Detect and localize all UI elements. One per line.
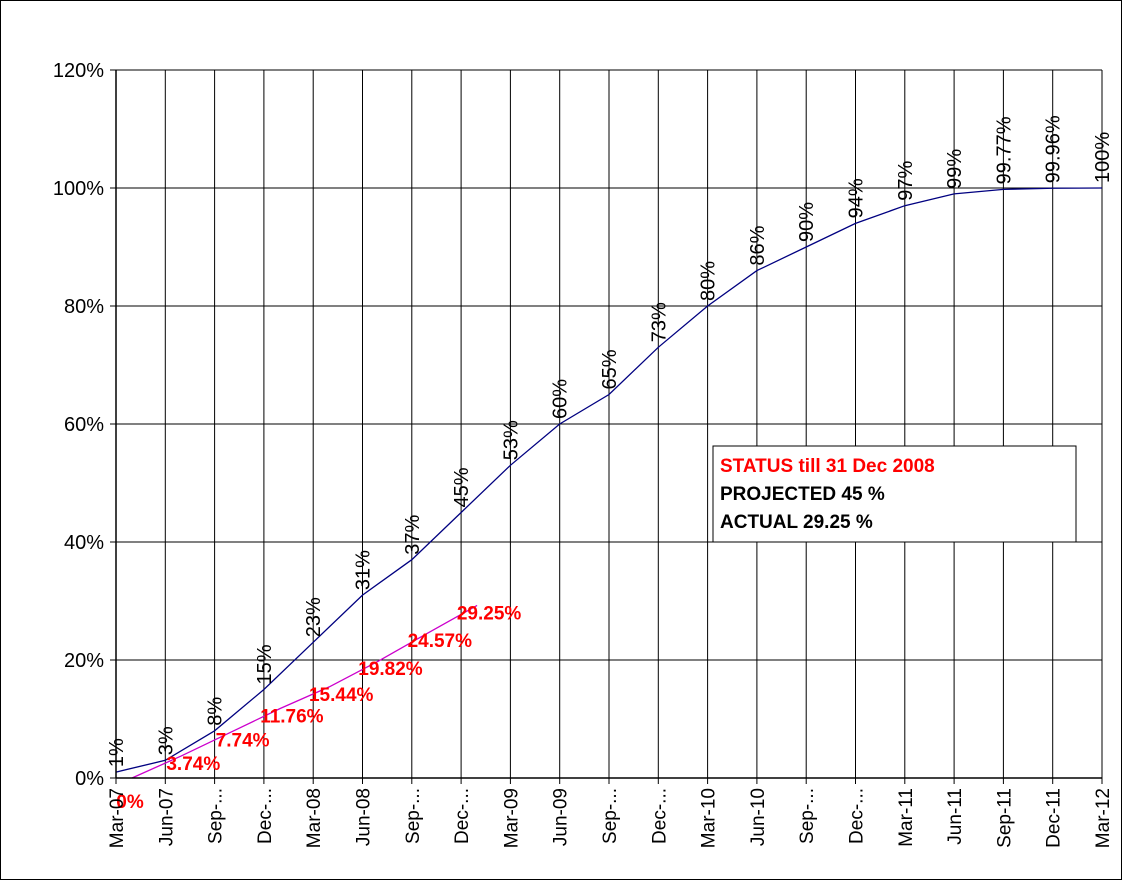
- x-tick-label: Sep-...: [600, 788, 621, 844]
- x-tick-label: Sep-...: [403, 788, 424, 844]
- x-tick-label: Dec-...: [847, 788, 868, 844]
- actual-data-label: 7.74%: [216, 730, 270, 751]
- x-tick-label: Mar-11: [896, 788, 917, 847]
- projected-data-label: 80%: [698, 261, 720, 301]
- projected-data-label: 86%: [747, 225, 769, 265]
- projected-data-label: 99%: [944, 149, 966, 189]
- x-tick-label: Sep-...: [206, 788, 227, 844]
- status-title: STATUS till 31 Dec 2008: [720, 456, 935, 477]
- actual-data-label: 15.44%: [309, 685, 374, 706]
- actual-data-label: 24.57%: [408, 631, 473, 652]
- projected-data-label: 94%: [846, 178, 868, 218]
- status-actual: ACTUAL 29.25 %: [720, 512, 873, 533]
- actual-data-label: 11.76%: [260, 707, 323, 728]
- y-tick-label: 120%: [53, 60, 104, 82]
- status-box-frame: [712, 445, 1077, 543]
- y-tick-label: 60%: [64, 414, 104, 436]
- projected-data-label: 8%: [205, 697, 227, 726]
- projected-data-label: 1%: [106, 738, 128, 767]
- projected-data-label: 90%: [796, 202, 818, 242]
- x-tick-label: Dec-...: [452, 788, 473, 844]
- axis-ticks: 0% 20% 40% 60% 80% 100% 120% Mar-07 Jun-07 Sep-..…: [53, 60, 1114, 848]
- x-tick-label: Jun-10: [748, 788, 769, 846]
- projected-data-label: 53%: [500, 420, 522, 460]
- projected-data-label: 23%: [303, 597, 325, 637]
- x-tick-label: Jun-08: [354, 788, 375, 846]
- x-tick-label: Jun-07: [156, 788, 177, 846]
- x-tick-label: Dec-...: [255, 788, 276, 844]
- projected-data-label: 65%: [599, 349, 621, 389]
- data-labels: 1% 3% 8% 15% 23% 31% 37% 45% 53% 60% 65% 73% 80% 86% 9…: [106, 115, 1114, 813]
- projected-data-label: 99.77%: [993, 116, 1015, 184]
- actual-data-label: 3.74%: [166, 754, 220, 775]
- projected-line: [115, 187, 1103, 773]
- projected-data-label: 73%: [648, 302, 670, 342]
- status-projected: PROJECTED 45 %: [720, 484, 885, 505]
- actual-data-label: 19.82%: [358, 659, 423, 680]
- projected-data-label: 37%: [402, 514, 424, 554]
- x-tick-label: Mar-09: [501, 788, 522, 848]
- y-tick-label: 40%: [64, 532, 104, 554]
- y-tick-label: 100%: [53, 178, 104, 200]
- projected-data-label: 31%: [353, 550, 375, 590]
- x-tick-label: Mar-10: [699, 788, 720, 848]
- projected-data-label: 99.96%: [1043, 115, 1065, 183]
- projected-data-label: 100%: [1092, 132, 1114, 183]
- x-tick-label: Mar-08: [304, 788, 325, 848]
- x-tick-label: Mar-07: [107, 788, 128, 848]
- actual-data-label: 0%: [116, 792, 144, 813]
- projected-data-label: 97%: [895, 160, 917, 200]
- projected-data-label: 15%: [254, 644, 276, 684]
- x-tick-label: Sep-...: [797, 788, 818, 844]
- y-tick-label: 0%: [75, 768, 104, 790]
- y-tick-label: 20%: [64, 650, 104, 672]
- status-box: STATUS till 31 Dec 2008 PROJECTED 45 % A…: [712, 445, 1077, 543]
- projected-data-label: 60%: [550, 379, 572, 419]
- actual-line: [131, 604, 478, 779]
- x-tick-label: Sep-11: [994, 788, 1015, 848]
- actual-data-label: 29.25%: [457, 603, 522, 624]
- x-tick-label: Jun-09: [551, 788, 572, 846]
- x-tick-label: Dec-11: [1044, 788, 1065, 848]
- projected-data-label: 45%: [451, 467, 473, 507]
- y-tick-label: 80%: [64, 296, 104, 318]
- series-lines: [115, 187, 1103, 779]
- projected-data-label: 3%: [155, 726, 177, 755]
- x-tick-label: Jun-11: [945, 788, 966, 845]
- x-tick-label: Mar-12: [1093, 788, 1114, 848]
- x-tick-label: Dec-...: [649, 788, 670, 844]
